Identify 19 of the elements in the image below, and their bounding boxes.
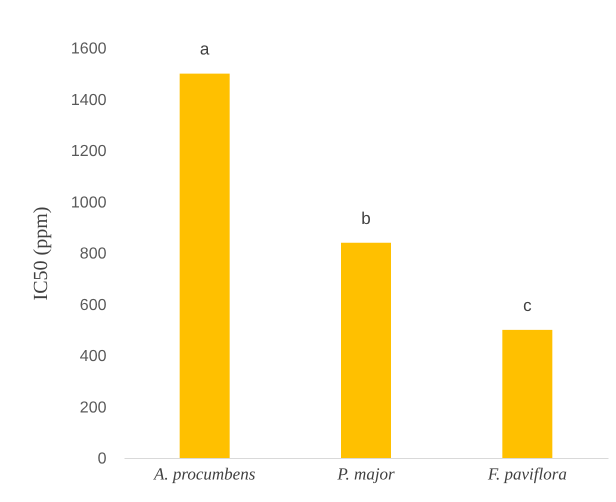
bar (180, 74, 230, 458)
y-tick-label: 600 (80, 296, 107, 314)
x-tick-label: F. paviflora (486, 464, 567, 484)
y-tick-label: 1600 (70, 40, 107, 58)
x-tick-label: A. procumbens (152, 464, 256, 484)
y-axis-title: IC50 (ppm) (30, 206, 52, 300)
y-tick-label: 800 (80, 246, 107, 262)
y-tick-label: 0 (98, 450, 107, 468)
x-tick-label: P. major (336, 464, 396, 484)
y-tick-label: 1000 (70, 194, 107, 212)
bar (502, 330, 552, 458)
annotation: a (200, 40, 210, 59)
y-tick-label: 400 (80, 348, 107, 365)
annotation: b (361, 208, 371, 228)
bar (341, 242, 391, 458)
annotation: c (523, 296, 532, 315)
y-tick-label: 1400 (70, 92, 107, 109)
y-tick-label: 1200 (70, 143, 107, 160)
y-tick-label: 200 (80, 399, 107, 416)
